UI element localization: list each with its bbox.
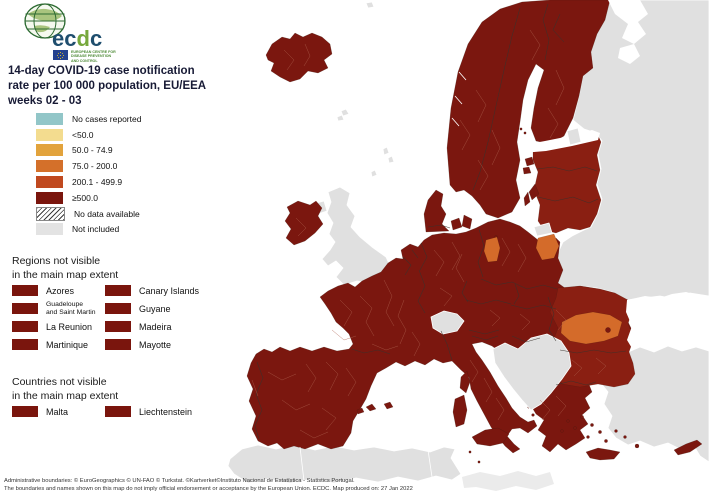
region-orkney [370, 169, 378, 178]
island-aegean [614, 429, 618, 433]
region-libya-coast [462, 471, 554, 491]
region-kaliningrad [533, 222, 553, 237]
island-aegean [573, 426, 577, 430]
island-aland-2 [523, 131, 527, 135]
region-ibiza [356, 407, 365, 415]
region-corsica [459, 370, 471, 394]
island-pantelleria [468, 450, 472, 454]
patch-poland-west [483, 236, 501, 263]
island-aegean [590, 423, 594, 427]
fjord-line [458, 71, 467, 81]
island-malta-speck [477, 460, 481, 464]
map-layer-sea [299, 0, 709, 482]
region-shetland-2 [387, 155, 395, 164]
island-aegean [580, 415, 584, 419]
region-ireland [284, 200, 324, 246]
patch-poland-northeast [535, 233, 560, 261]
map-layer-not-included [227, 0, 709, 491]
region-switzerland [430, 310, 465, 335]
region-sardinia [452, 394, 468, 428]
region-russia-narva [566, 127, 582, 146]
map-layer-not-included-overlays [430, 127, 582, 411]
map-layer-region-borders [251, 29, 607, 439]
region-scandinavia-finland [446, 0, 611, 219]
map-layer-country-borders [254, 3, 627, 440]
region-denmark-jutland [423, 189, 450, 233]
region-cyprus [673, 439, 703, 456]
africa-border [427, 449, 433, 478]
region-mallorca [383, 401, 394, 410]
region-gotland [528, 183, 540, 201]
island-aegean [604, 439, 608, 443]
region-denmark-zealand [461, 214, 473, 230]
region-saaremaa [524, 156, 535, 167]
sea-white-sea [608, 0, 648, 44]
patch-romania-enclave-dot [605, 327, 611, 333]
fjord-line [454, 95, 463, 105]
region-hiiumaa [522, 166, 532, 175]
map-layer-rate-75-200 [483, 233, 623, 345]
sea-white-sea-2 [618, 44, 640, 64]
region-denmark-funen [450, 217, 463, 231]
region-crete [585, 447, 621, 461]
island-rhodes [634, 443, 640, 449]
region-iceland [265, 32, 333, 83]
island-aegean [598, 430, 602, 434]
africa-border [299, 446, 305, 482]
region-svalbard-speck [365, 1, 375, 9]
region-sicily [471, 427, 510, 447]
region-oland [523, 191, 531, 207]
sea-black-sea [626, 292, 709, 350]
fjord-line [451, 117, 460, 127]
island-ionian-2 [531, 413, 535, 417]
island-aegean [566, 419, 570, 423]
island-aegean [586, 435, 590, 439]
region-north-africa [227, 444, 462, 484]
region-menorca [365, 403, 377, 412]
island-aegean [560, 429, 564, 433]
region-shetland [382, 146, 390, 156]
island-aegean [623, 435, 627, 439]
patch-romania-northeast [560, 311, 623, 345]
island-aland [519, 127, 523, 131]
region-faroe-islands [340, 108, 350, 117]
region-faroe-islands-2 [336, 114, 345, 122]
region-great-britain [321, 186, 392, 286]
